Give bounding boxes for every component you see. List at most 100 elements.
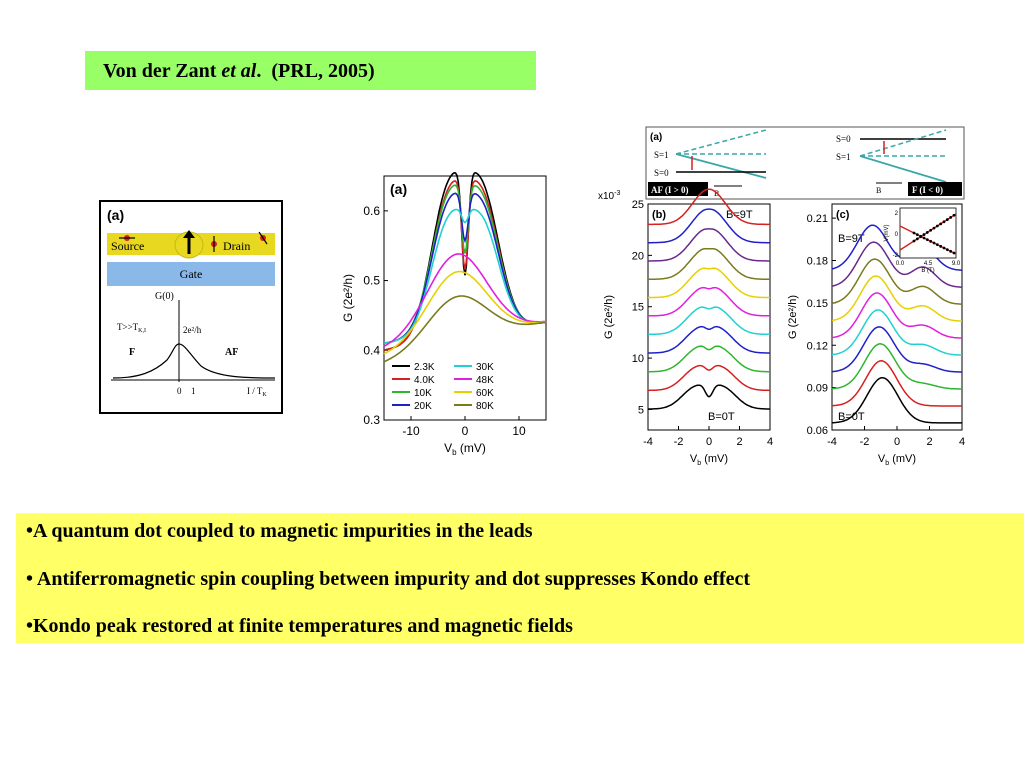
bullet-item: •A quantum dot coupled to magnetic impur…	[26, 520, 533, 542]
series-line	[383, 295, 547, 363]
citation-box: Von der Zant et al. (PRL, 2005)	[85, 51, 536, 90]
source-label: Source	[111, 239, 144, 253]
inset-point	[949, 216, 953, 219]
x-tick-label: 10	[512, 424, 526, 438]
y-tick-label: 0.5	[363, 274, 380, 288]
chart-panel-label: (a)	[390, 181, 407, 197]
x-tick-label: -10	[402, 424, 420, 438]
tick-zero: 0	[177, 386, 182, 396]
series-line	[648, 188, 770, 226]
fig1-panel-label: (a)	[107, 207, 124, 223]
inset-point	[929, 239, 933, 243]
series-line	[831, 360, 962, 407]
series-line	[383, 270, 547, 355]
x-axis-label: I / TK	[247, 386, 267, 398]
x-axis-label: Vb (mV)	[444, 441, 486, 457]
inset-point	[922, 233, 926, 236]
legend-label: 48K	[476, 375, 494, 386]
inset-point	[945, 248, 949, 252]
bullet-item: • Antiferromagnetic spin coupling betwee…	[26, 568, 751, 590]
legend-label: 2.3K	[414, 362, 435, 373]
x-tick-label: -4	[827, 436, 837, 448]
x-axis-label: Vb (mV)	[878, 453, 916, 467]
y-tick-label: 10	[632, 353, 644, 365]
temperature-chart: 0.3 0.4 0.5 0.6 -10 0 10 (a) G (2e²/h) Vb (mV) 2.3…	[341, 171, 547, 457]
y-tick-label: 25	[632, 199, 644, 211]
inset-point	[942, 246, 946, 250]
inset-y-tick-label: 2	[895, 211, 899, 217]
inset-x-label: B (T)	[921, 268, 934, 274]
series-line	[831, 343, 962, 390]
series-line	[831, 258, 962, 305]
inset-point	[939, 244, 943, 248]
bottom-field-label: B=0T	[708, 411, 735, 423]
citation-title: Von der Zant et al. (PRL, 2005)	[103, 60, 375, 82]
inset-point	[935, 224, 939, 228]
series-line	[648, 228, 770, 262]
series-line	[648, 306, 770, 336]
y-tick-label: 0.09	[807, 383, 828, 395]
y-axis-label: G (2e²/h)	[787, 295, 799, 339]
legend-label: 80K	[476, 401, 494, 412]
af-s0-label: S=0	[654, 168, 669, 178]
field-dependence-figure: (a) S=1 S=0 AF (I > 0) B S=0 S=1 B F (I …	[598, 126, 965, 467]
series-line	[647, 267, 771, 299]
y-tick-label: 0.18	[807, 256, 828, 268]
legend-label: 60K	[476, 388, 494, 399]
af-label: AF	[225, 347, 238, 358]
plot-frame	[383, 175, 547, 421]
inset-point	[912, 239, 916, 243]
x-tick-label: 2	[926, 436, 932, 448]
bullet-item: •Kondo peak restored at finite temperatu…	[26, 615, 573, 637]
kondo-schematic-figure: (a) Source Drain Gate G(0) T>>TK,I 2e²/h…	[99, 200, 283, 414]
peak-label: 2e²/h	[183, 325, 202, 335]
inset-point	[952, 251, 956, 255]
inset-point	[919, 234, 923, 238]
kondo-peak-curve	[112, 343, 276, 379]
series-line	[832, 376, 962, 424]
series-line	[648, 247, 770, 281]
x-tick-label: 4	[959, 436, 965, 448]
x-tick-label: 0	[462, 424, 469, 438]
f-s1-label: S=1	[836, 152, 851, 162]
x-tick-label: -4	[643, 436, 653, 448]
drain-label: Drain	[223, 239, 250, 253]
inset-x-tick-label: 9.0	[952, 261, 961, 267]
x-tick-label: 2	[736, 436, 742, 448]
series-line	[648, 286, 770, 317]
y-tick-label: 0.4	[363, 343, 380, 357]
x-tick-label: -2	[860, 436, 870, 448]
legend-label: 10K	[414, 388, 432, 399]
inset-point	[932, 241, 936, 245]
series-line	[831, 309, 963, 356]
inset-point	[929, 228, 933, 232]
series-line	[648, 345, 770, 373]
summary-box: •A quantum dot coupled to magnetic impur…	[16, 513, 1024, 643]
series-line	[831, 224, 963, 271]
inset-point	[915, 233, 919, 237]
inset-point	[952, 213, 956, 217]
series-line	[831, 326, 962, 373]
inset-point	[932, 226, 936, 230]
series-line	[648, 325, 770, 354]
gate-label: Gate	[180, 267, 203, 281]
x-tick-label: -2	[674, 436, 684, 448]
inset-x-tick-label: 0.0	[896, 261, 905, 267]
inset-plot: 2 0 -2 0.0 4.5 9.0 B (T) V(mV)	[884, 207, 961, 274]
inset-point	[925, 231, 929, 234]
f-label: F	[129, 347, 135, 358]
inset-point	[949, 249, 953, 253]
y-tick-label: 5	[638, 404, 644, 416]
f-s0-label: S=0	[836, 134, 851, 144]
series-line	[831, 292, 963, 339]
y-axis-label: G (2e²/h)	[341, 274, 355, 322]
inset-y-label: V(mV)	[884, 225, 890, 242]
inset-x-tick-label: 4.5	[924, 261, 933, 267]
inset-point	[922, 236, 926, 240]
chart-panel-label: (b)	[652, 209, 666, 221]
x-tick-label: 0	[894, 436, 900, 448]
y-tick-label: 0.3	[363, 413, 380, 427]
x-axis-label: Vb (mV)	[690, 453, 728, 467]
y-exponent-label: x10-3	[598, 190, 620, 202]
series-line	[647, 384, 771, 410]
